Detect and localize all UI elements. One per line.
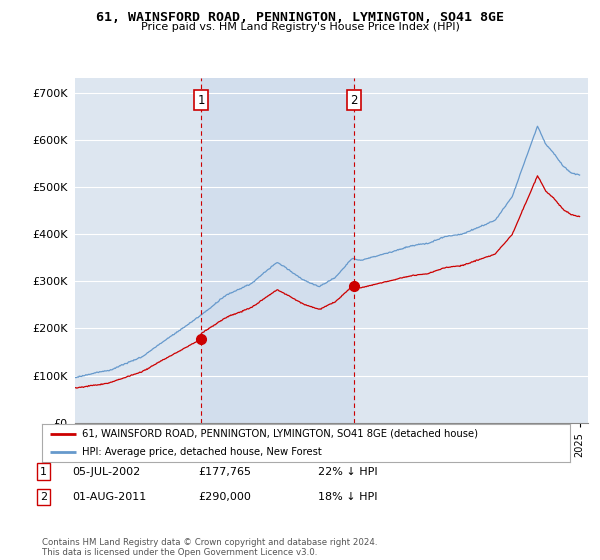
Text: 1: 1: [40, 466, 47, 477]
Text: 01-AUG-2011: 01-AUG-2011: [72, 492, 146, 502]
Text: £177,765: £177,765: [198, 466, 251, 477]
Text: £290,000: £290,000: [198, 492, 251, 502]
Text: 05-JUL-2002: 05-JUL-2002: [72, 466, 140, 477]
Text: Price paid vs. HM Land Registry's House Price Index (HPI): Price paid vs. HM Land Registry's House …: [140, 22, 460, 32]
Text: 18% ↓ HPI: 18% ↓ HPI: [318, 492, 377, 502]
Text: 2: 2: [350, 94, 358, 107]
Text: 61, WAINSFORD ROAD, PENNINGTON, LYMINGTON, SO41 8GE (detached house): 61, WAINSFORD ROAD, PENNINGTON, LYMINGTO…: [82, 429, 478, 439]
Text: Contains HM Land Registry data © Crown copyright and database right 2024.
This d: Contains HM Land Registry data © Crown c…: [42, 538, 377, 557]
Text: 1: 1: [197, 94, 205, 107]
Text: 22% ↓ HPI: 22% ↓ HPI: [318, 466, 377, 477]
Text: HPI: Average price, detached house, New Forest: HPI: Average price, detached house, New …: [82, 447, 322, 457]
Text: 61, WAINSFORD ROAD, PENNINGTON, LYMINGTON, SO41 8GE: 61, WAINSFORD ROAD, PENNINGTON, LYMINGTO…: [96, 11, 504, 24]
Text: 2: 2: [40, 492, 47, 502]
